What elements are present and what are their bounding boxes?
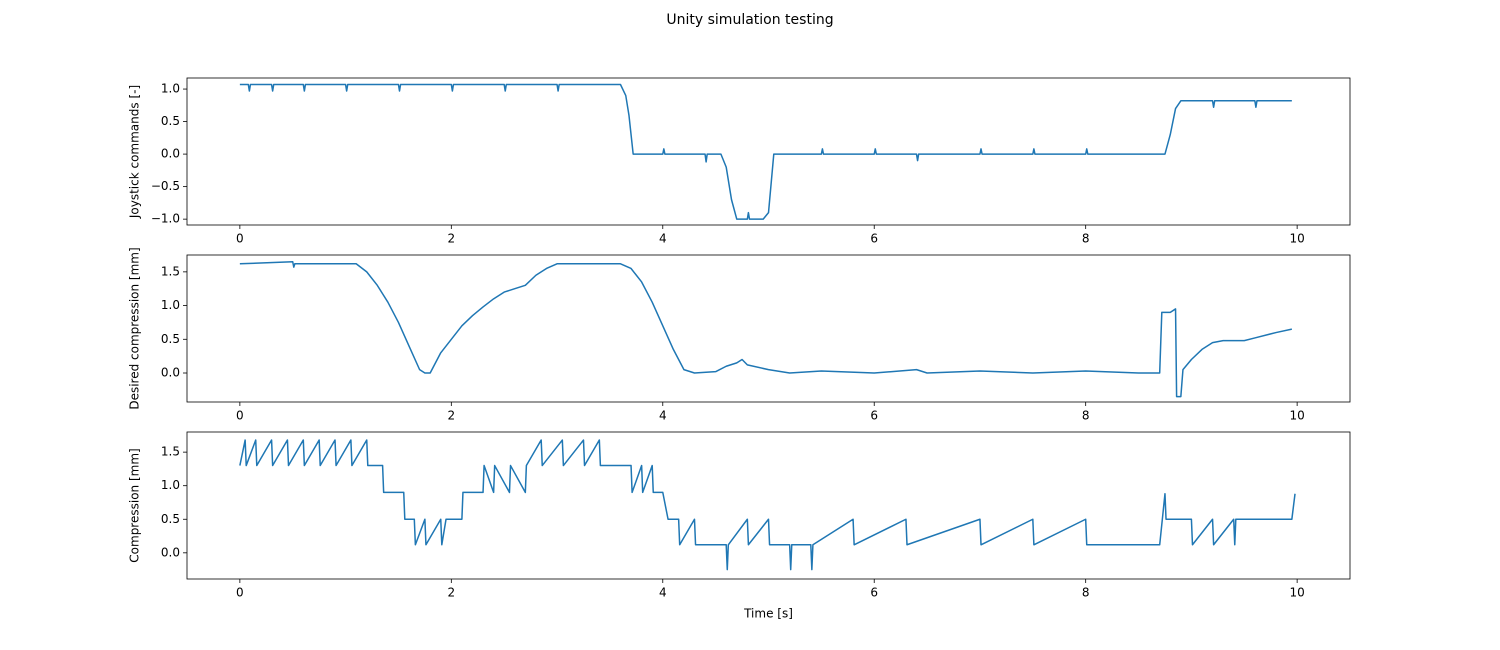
y-tick-label: 0.0 [161, 545, 180, 559]
x-tick-label: 6 [870, 409, 878, 423]
y-axis-label: Joystick commands [-] [128, 85, 142, 219]
axes-frame [186, 254, 1351, 403]
data-line [239, 439, 1296, 571]
y-tick-label: 1.5 [161, 264, 180, 278]
y-tick-label: 0.0 [161, 147, 180, 161]
y-tick-label: 1.0 [161, 478, 180, 492]
y-axis-label: Compression [mm] [128, 448, 142, 562]
x-tick-label: 8 [1082, 232, 1090, 246]
y-tick-label: 0.5 [161, 332, 180, 346]
x-tick-label: 6 [870, 586, 878, 600]
y-tick-label: −0.5 [151, 179, 180, 193]
y-tick-label: 0.5 [161, 114, 180, 128]
x-tick-label: 8 [1082, 409, 1090, 423]
x-tick-label: 4 [659, 232, 667, 246]
axes-frame [186, 77, 1351, 226]
x-tick-label: 10 [1289, 586, 1304, 600]
x-tick-label: 0 [236, 586, 244, 600]
y-tick-label: 0.0 [161, 366, 180, 380]
x-tick-label: 0 [236, 409, 244, 423]
x-tick-label: 2 [447, 586, 455, 600]
data-line [239, 260, 1293, 398]
x-tick-label: 2 [447, 232, 455, 246]
axes-frame [186, 431, 1351, 580]
y-tick-label: 1.0 [161, 298, 180, 312]
y-tick-label: 0.5 [161, 512, 180, 526]
y-axis-label: Desired compression [mm] [128, 247, 142, 409]
x-tick-label: 6 [870, 232, 878, 246]
y-tick-label: 1.5 [161, 445, 180, 459]
y-tick-label: 1.0 [161, 82, 180, 96]
x-tick-label: 10 [1289, 409, 1304, 423]
x-tick-label: 4 [659, 409, 667, 423]
data-line [239, 83, 1292, 220]
figure-title: Unity simulation testing [666, 12, 833, 28]
x-tick-label: 10 [1289, 232, 1304, 246]
x-tick-label: 0 [236, 232, 244, 246]
x-tick-label: 2 [447, 409, 455, 423]
y-tick-label: −1.0 [151, 212, 180, 226]
x-axis-label: Time [s] [743, 607, 793, 621]
x-tick-label: 4 [659, 586, 667, 600]
x-tick-label: 8 [1082, 586, 1090, 600]
